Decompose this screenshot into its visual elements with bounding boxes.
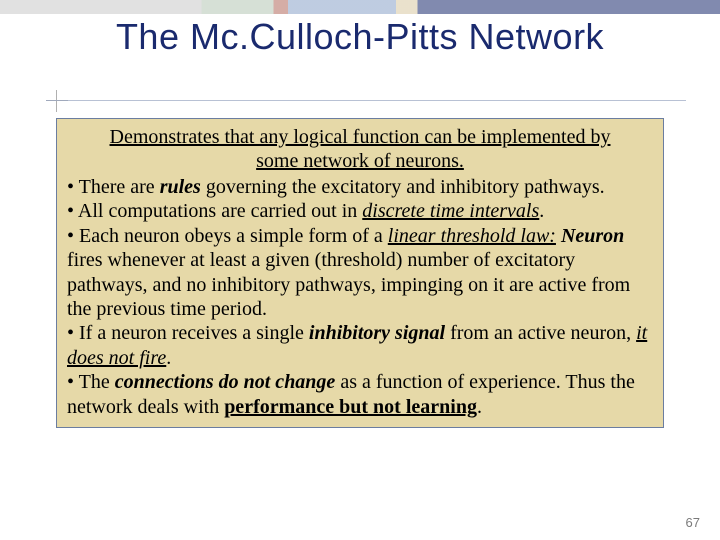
content-box: Demonstrates that any logical function c…: [56, 118, 664, 428]
text: • All computations are carried out in: [67, 200, 362, 222]
bullet-list: • There are rules governing the excitato…: [67, 175, 653, 419]
lead-line-1: Demonstrates that any logical function c…: [110, 126, 611, 148]
bullet-1: • There are rules governing the excitato…: [67, 175, 653, 199]
crosshair-icon: [46, 90, 68, 112]
text: fires whenever at least a given (thresho…: [67, 249, 630, 320]
emph: Neuron: [561, 225, 624, 247]
top-decor-bar: [0, 0, 720, 14]
emph: rules: [160, 176, 201, 198]
text: • If a neuron receives a single: [67, 322, 309, 344]
lead-text: Demonstrates that any logical function c…: [67, 125, 653, 173]
text: .: [539, 200, 544, 222]
text: from an active neuron,: [445, 322, 636, 344]
text: • The: [67, 371, 115, 393]
text: governing the excitatory and inhibitory …: [201, 176, 605, 198]
bullet-4: • If a neuron receives a single inhibito…: [67, 321, 653, 370]
emph: discrete time intervals: [362, 200, 539, 222]
text: .: [477, 396, 482, 418]
horizontal-rule: [46, 100, 686, 101]
lead-line-2: some network of neurons.: [256, 150, 464, 172]
emph: linear threshold law:: [388, 225, 556, 247]
emph: connections do not change: [115, 371, 336, 393]
page-number: 67: [686, 515, 700, 530]
emph: performance but not learning: [224, 396, 477, 418]
emph: inhibitory signal: [309, 322, 445, 344]
text: • There are: [67, 176, 160, 198]
bullet-2: • All computations are carried out in di…: [67, 199, 653, 223]
slide-title: The Mc.Culloch-Pitts Network: [0, 16, 720, 58]
bullet-5: • The connections do not change as a fun…: [67, 370, 653, 419]
text: .: [166, 347, 171, 369]
bullet-3: • Each neuron obeys a simple form of a l…: [67, 224, 653, 322]
text: • Each neuron obeys a simple form of a: [67, 225, 388, 247]
